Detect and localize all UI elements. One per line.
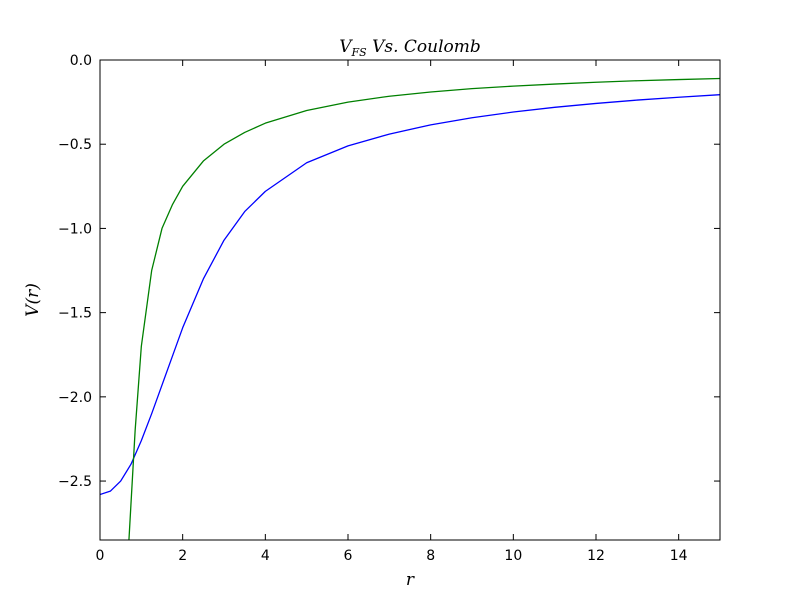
plot-area: 0 2 4 6 8 10 12 14 0.0 −0.5 −1.0 −1.5 −2.0 −2.5 bbox=[58, 53, 721, 564]
x-tick-label: 4 bbox=[261, 548, 270, 564]
x-tick-label: 8 bbox=[426, 548, 435, 564]
y-axis-label: V(r) bbox=[23, 283, 43, 317]
x-tick-label: 6 bbox=[344, 548, 353, 564]
x-axis-label: r bbox=[406, 570, 415, 590]
x-tick-label: 14 bbox=[670, 548, 688, 564]
y-tick-label: −2.5 bbox=[58, 474, 92, 490]
y-tick-label: 0.0 bbox=[70, 53, 92, 69]
y-tick-label: −1.5 bbox=[58, 306, 92, 322]
y-tick-label: −2.0 bbox=[58, 390, 92, 406]
x-tick-label: 0 bbox=[96, 548, 105, 564]
chart-title: VFS Vs. Coulomb bbox=[339, 37, 481, 59]
ticks-layer: 0 2 4 6 8 10 12 14 0.0 −0.5 −1.0 −1.5 −2.0 −2.5 bbox=[58, 53, 720, 564]
chart-title-main: V bbox=[339, 37, 353, 57]
y-tick-label: −0.5 bbox=[58, 137, 92, 153]
axes-frame bbox=[99, 59, 721, 541]
series-line-2 bbox=[128, 77, 720, 540]
series-layer bbox=[100, 77, 720, 540]
x-tick-label: 12 bbox=[587, 548, 605, 564]
x-tick-label: 2 bbox=[178, 548, 187, 564]
x-tick-label: 10 bbox=[504, 548, 522, 564]
chart-title-rest: Vs. Coulomb bbox=[367, 37, 481, 57]
y-tick-label: −1.0 bbox=[58, 221, 92, 237]
series-line-1 bbox=[100, 94, 720, 496]
chart-title-subscript: FS bbox=[351, 46, 368, 59]
